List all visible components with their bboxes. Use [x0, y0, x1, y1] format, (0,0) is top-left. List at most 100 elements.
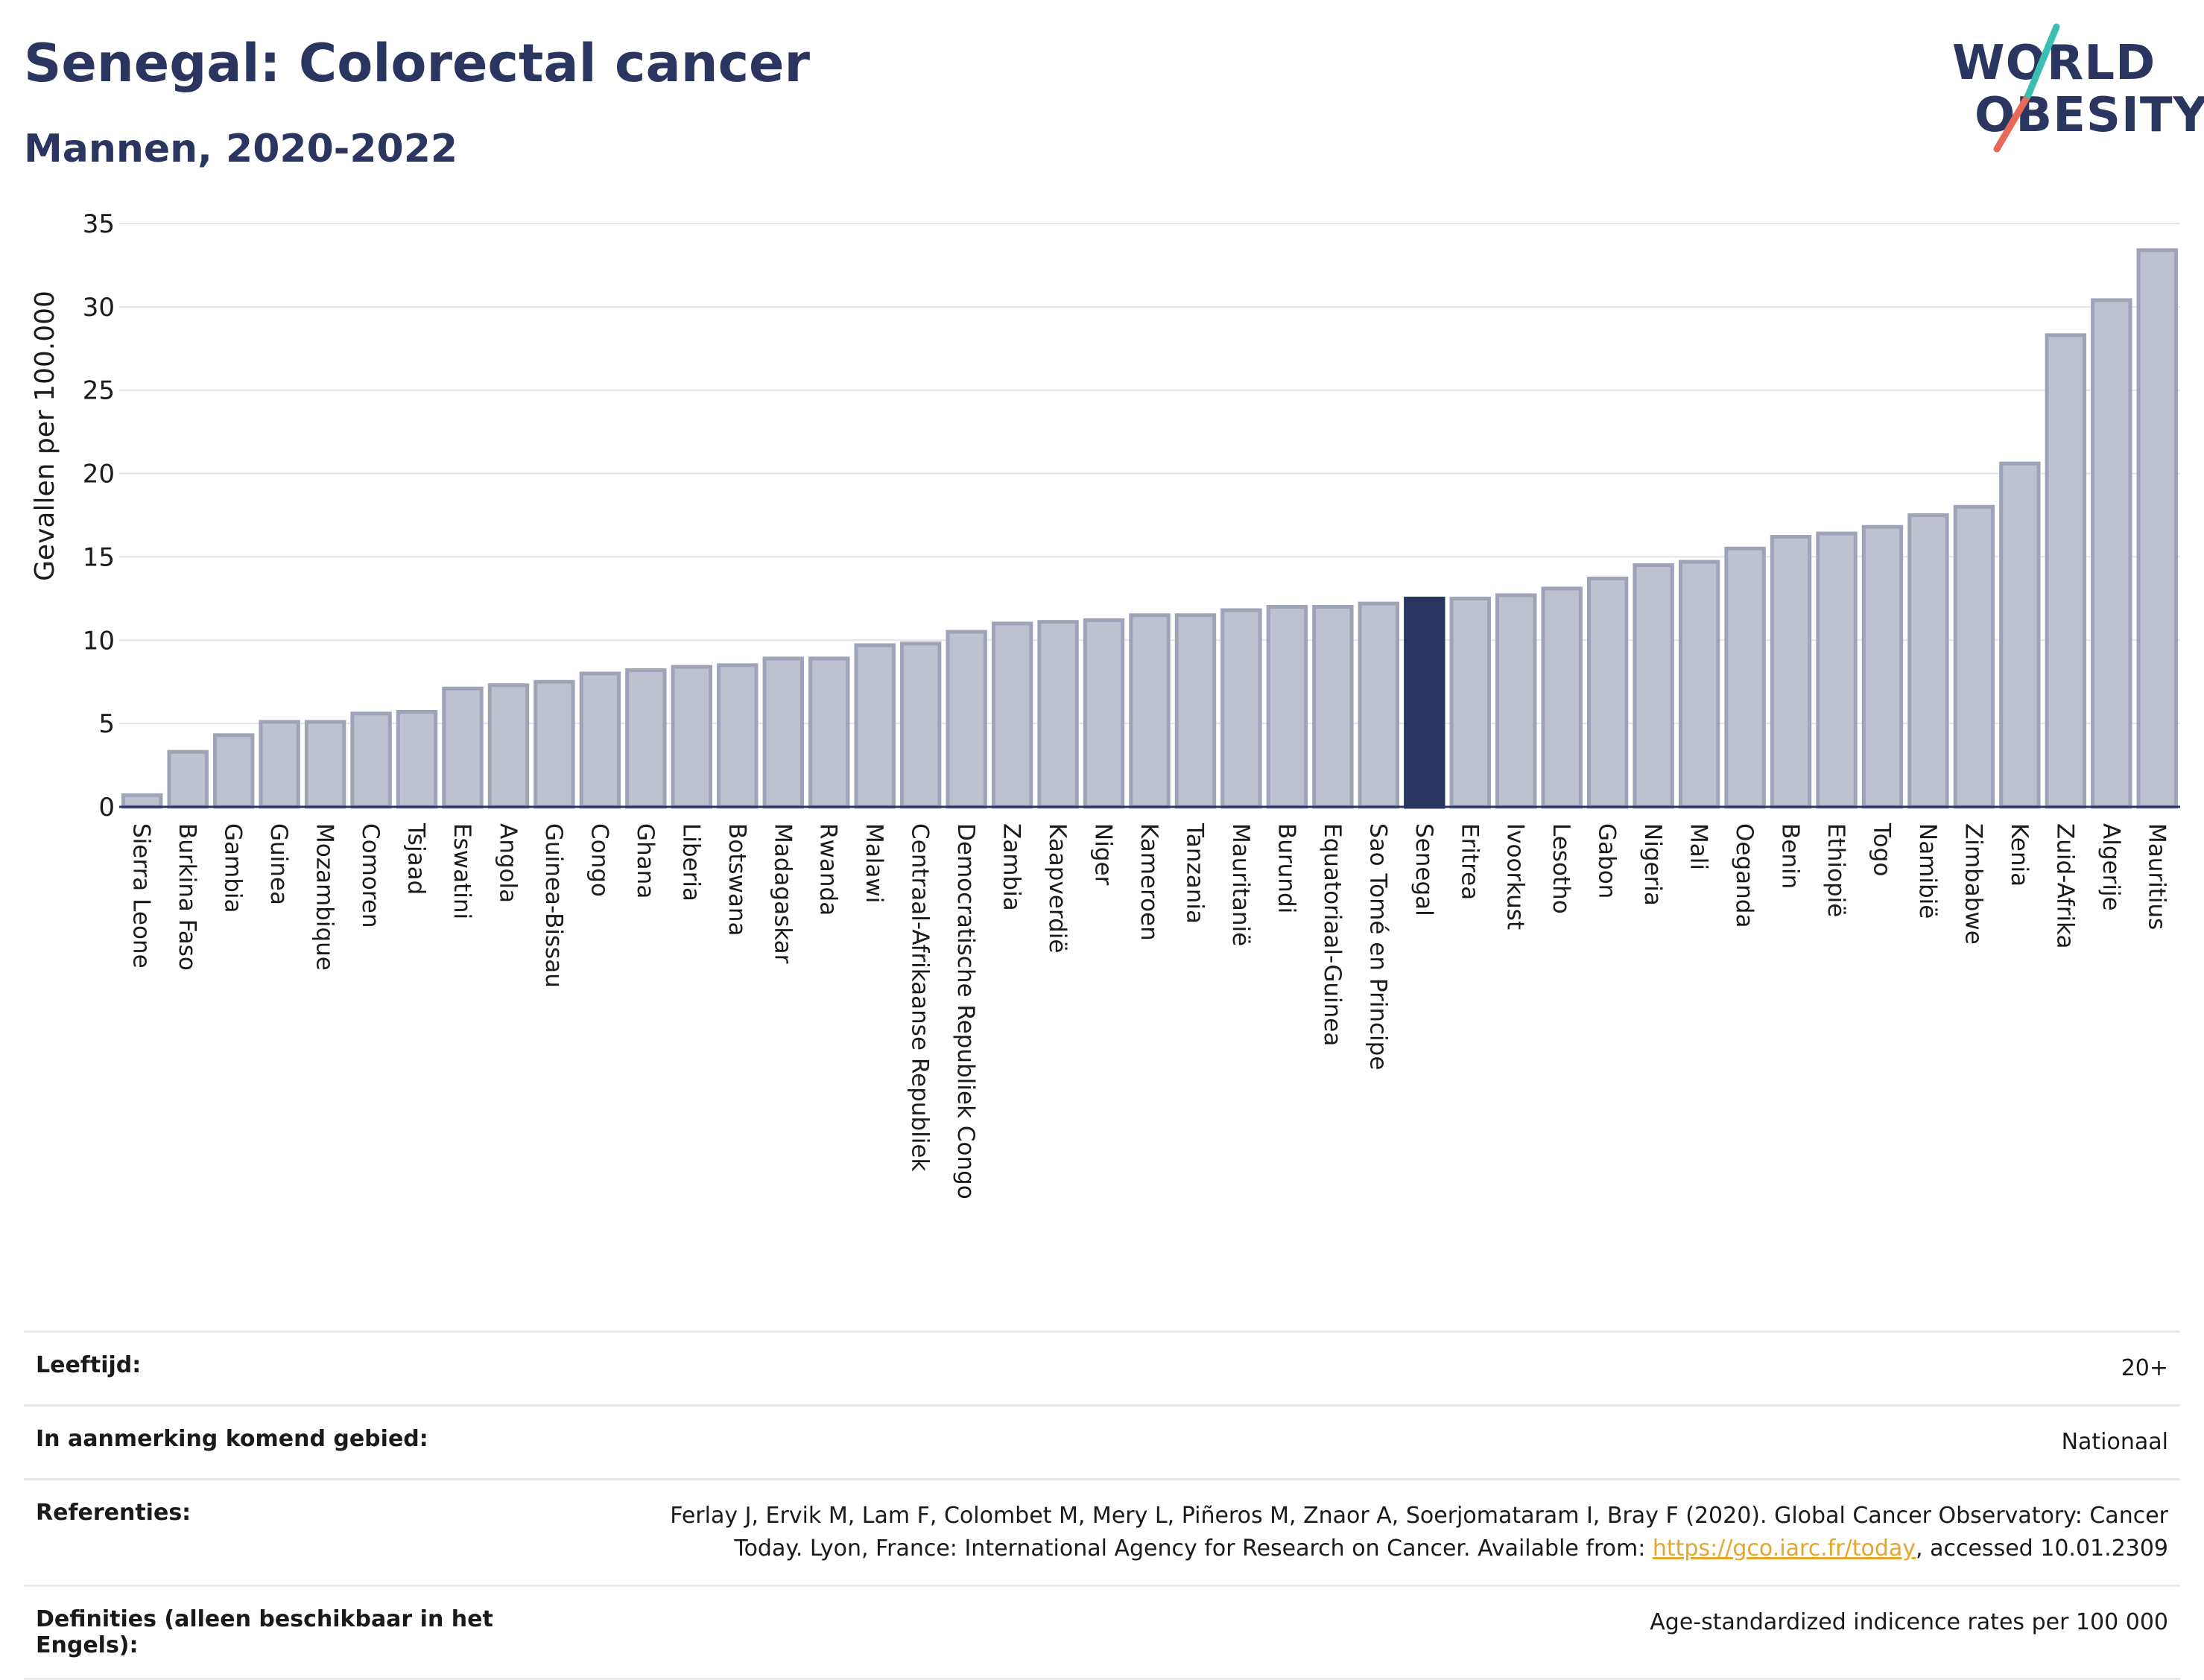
y-tick-label: 20	[83, 460, 115, 489]
x-tick-label: Nigeria	[1639, 823, 1666, 906]
y-axis-label: Gevallen per 100.000	[30, 291, 60, 581]
bar[interactable]	[1358, 601, 1400, 809]
x-tick-label: Ethiopië	[1823, 823, 1849, 917]
x-tick-label: Centraal-Afrikaanse Republiek	[907, 823, 934, 1171]
bar[interactable]	[2091, 298, 2132, 809]
bar-highlight[interactable]	[1404, 596, 1445, 809]
y-axis: 0 5 10 15 20 25 30 35	[83, 209, 115, 822]
bar[interactable]	[1174, 613, 1217, 809]
logo-text-world: WORLD	[1952, 36, 2156, 91]
x-tick-label: Angola	[494, 823, 521, 903]
bar[interactable]	[1266, 605, 1308, 809]
bar[interactable]	[717, 663, 759, 809]
meta-row-definitions: Definities (alleen beschikbaar in het En…	[24, 1585, 2180, 1680]
bar[interactable]	[808, 656, 850, 809]
bar[interactable]	[762, 656, 804, 809]
bar[interactable]	[350, 711, 392, 809]
bar[interactable]	[212, 733, 255, 809]
bar[interactable]	[1816, 531, 1858, 809]
x-tick-label: Zuid-Afrika	[2051, 823, 2078, 948]
x-tick-label: Namibië	[1914, 823, 1941, 919]
meta-value-definitions: Age-standardized indicence rates per 100…	[1650, 1609, 2168, 1635]
metadata-table: Leeftijd: 20+ In aanmerking komend gebie…	[24, 1331, 2180, 1680]
bar[interactable]	[533, 679, 575, 809]
x-tick-label: Democratische Republiek Congo	[952, 823, 979, 1199]
bar[interactable]	[1586, 577, 1629, 809]
bar[interactable]	[396, 709, 438, 809]
y-tick-label: 35	[83, 209, 115, 239]
x-tick-label: Mauritius	[2143, 823, 2170, 930]
x-tick-label: Liberia	[677, 823, 704, 901]
x-tick-label: Guinea	[265, 823, 292, 905]
bar[interactable]	[899, 641, 942, 809]
bar[interactable]	[1495, 593, 1537, 809]
references-link[interactable]: https://gco.iarc.fr/today	[1652, 1535, 1916, 1562]
bar[interactable]	[442, 686, 484, 809]
bar[interactable]	[487, 683, 530, 809]
x-tick-label: Madagaskar	[769, 823, 796, 964]
bar[interactable]	[579, 671, 621, 809]
bar[interactable]	[1083, 618, 1125, 809]
x-tick-label: Congo	[586, 823, 612, 897]
bar[interactable]	[259, 720, 300, 809]
world-obesity-logo[interactable]: WORLD OBESITY	[1937, 21, 2204, 170]
meta-row-area: In aanmerking komend gebied: Nationaal	[24, 1404, 2180, 1478]
x-tick-label: Mali	[1685, 823, 1712, 870]
x-tick-label: Oeganda	[1731, 823, 1758, 928]
x-tick-label: Botswana	[723, 823, 750, 936]
meta-row-references: Referenties: Ferlay J, Ervik M, Lam F, C…	[24, 1478, 2180, 1585]
bar[interactable]	[1678, 560, 1720, 809]
x-tick-label: Kenia	[2006, 823, 2033, 887]
bar[interactable]	[121, 793, 163, 809]
y-tick-label: 30	[83, 293, 115, 323]
x-tick-label: Sao Tomé en Principe	[1364, 823, 1391, 1070]
x-tick-label: Malawi	[861, 823, 887, 903]
y-tick-label: 0	[98, 793, 115, 822]
x-tick-label: Gambia	[220, 823, 247, 913]
bar[interactable]	[2045, 333, 2087, 809]
bar[interactable]	[1953, 504, 1995, 809]
x-tick-label: Benin	[1777, 823, 1804, 889]
x-tick-label: Kameroen	[1136, 823, 1162, 941]
bar[interactable]	[1129, 613, 1171, 809]
bar[interactable]	[671, 665, 713, 809]
bars	[119, 248, 2180, 809]
meta-value-references: Ferlay J, Ervik M, Lam F, Colombet M, Me…	[513, 1500, 2168, 1565]
bar[interactable]	[991, 621, 1033, 809]
x-tick-label: Sierra Leone	[128, 823, 155, 969]
page-subtitle: Mannen, 2020-2022	[24, 127, 458, 171]
bar[interactable]	[304, 720, 346, 809]
y-tick-label: 5	[98, 709, 115, 739]
bar[interactable]	[2136, 248, 2178, 809]
bar[interactable]	[625, 668, 667, 809]
bar[interactable]	[1861, 524, 1904, 809]
bar[interactable]	[854, 643, 896, 809]
meta-label-area: In aanmerking komend gebied:	[36, 1426, 428, 1452]
bar[interactable]	[1449, 596, 1491, 809]
meta-value-area: Nationaal	[2061, 1429, 2168, 1455]
logo-slash-icon	[1993, 23, 2060, 153]
bar[interactable]	[1633, 563, 1674, 809]
bar[interactable]	[1312, 605, 1354, 809]
x-tick-label: Mauritanië	[1227, 823, 1254, 946]
page-title: Senegal: Colorectal cancer	[24, 33, 811, 94]
x-tick-label: Lesotho	[1548, 823, 1574, 914]
y-tick-label: 10	[83, 626, 115, 656]
bar[interactable]	[167, 749, 209, 809]
bar[interactable]	[1907, 513, 1949, 809]
x-axis-labels: Sierra Leone Burkina Faso Gambia Guinea Moza…	[128, 822, 2170, 1199]
x-tick-label: Burundi	[1273, 823, 1299, 913]
bar[interactable]	[1541, 586, 1583, 809]
x-tick-label: Ivoorkust	[1502, 823, 1529, 930]
bar[interactable]	[1037, 620, 1079, 809]
bar[interactable]	[1770, 535, 1812, 809]
bar[interactable]	[1220, 608, 1262, 809]
bar[interactable]	[1999, 461, 2041, 809]
bar[interactable]	[1724, 546, 1766, 809]
x-tick-label: Kaapverdië	[1044, 823, 1071, 953]
y-tick-label: 25	[83, 376, 115, 406]
references-line2-post: , accessed 10.01.2309	[1916, 1535, 2168, 1562]
bar[interactable]	[946, 630, 987, 809]
x-tick-label: Mozambique	[311, 823, 338, 971]
references-line2-pre: Today. Lyon, France: International Agenc…	[734, 1535, 1653, 1562]
